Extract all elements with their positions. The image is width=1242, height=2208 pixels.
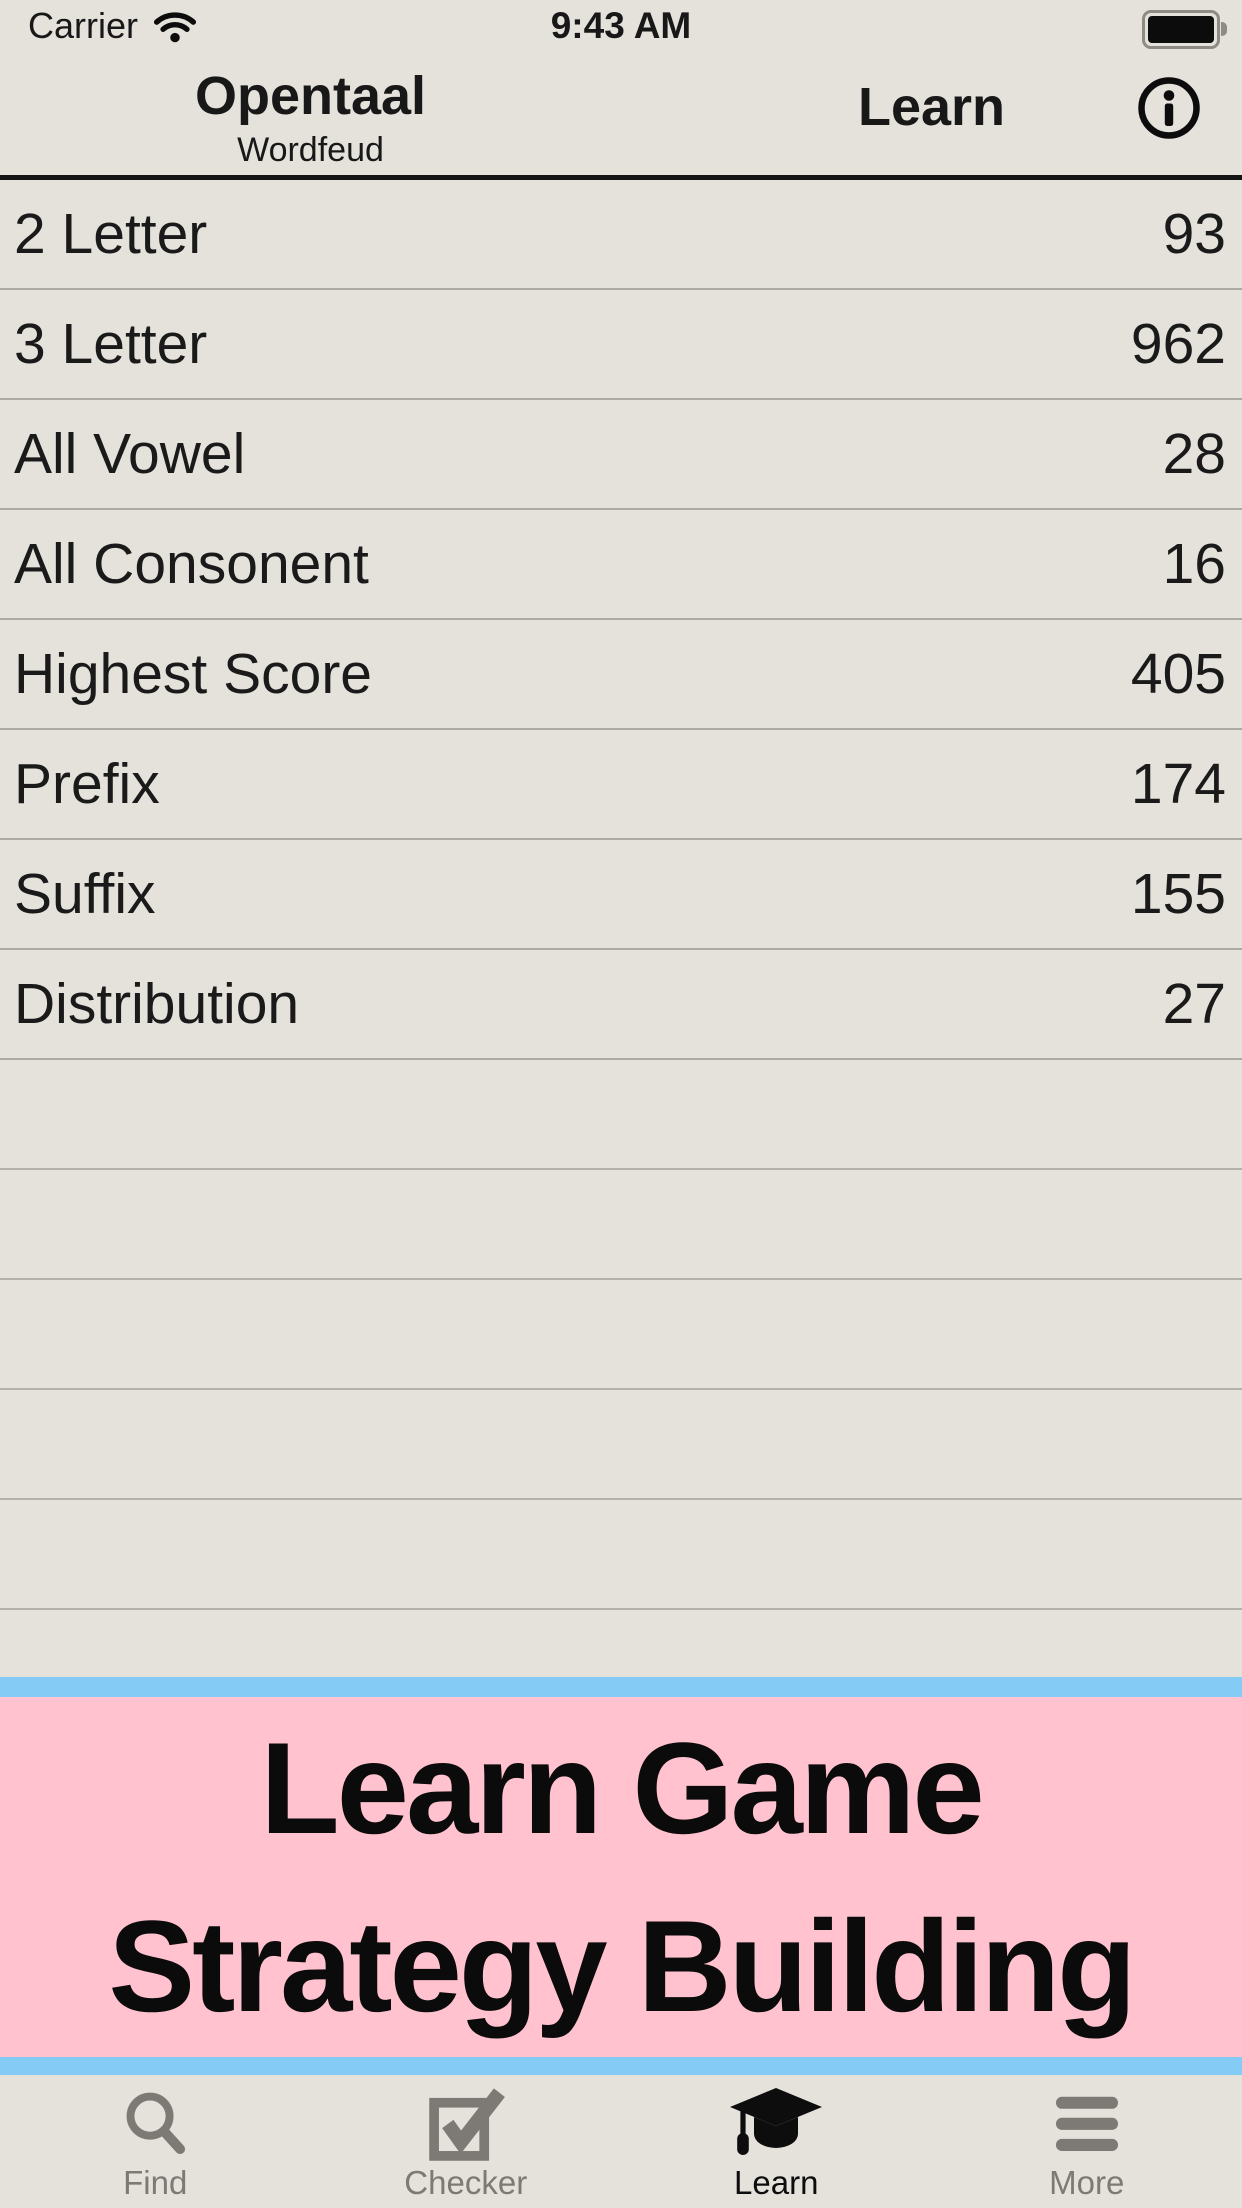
info-button[interactable]	[1136, 75, 1202, 141]
empty-row	[0, 1390, 1242, 1500]
graduation-cap-icon	[726, 2088, 826, 2160]
row-label: Distribution	[14, 972, 300, 1036]
tab-label: Learn	[734, 2164, 819, 2201]
empty-row	[0, 1280, 1242, 1390]
tab-label: Checker	[404, 2164, 528, 2201]
banner-line1: Learn Game	[260, 1715, 984, 1861]
tab-learn[interactable]: Learn	[621, 2075, 932, 2208]
list-item[interactable]: Suffix 155	[0, 840, 1242, 950]
magnifier-icon	[120, 2088, 190, 2160]
tab-label: More	[1049, 2164, 1125, 2201]
empty-row	[0, 1500, 1242, 1610]
tab-more[interactable]: More	[932, 2075, 1242, 2208]
status-bar-left: Carrier	[28, 0, 198, 52]
list-item[interactable]: Highest Score 405	[0, 620, 1242, 730]
battery-full-icon	[1142, 10, 1227, 49]
empty-row	[0, 1060, 1242, 1170]
row-value: 174	[1130, 752, 1226, 816]
row-value: 27	[1162, 972, 1226, 1036]
banner-line2: Strategy Building	[108, 1893, 1136, 2039]
row-label: Highest Score	[14, 642, 373, 706]
status-bar: Carrier 9:43 AM	[0, 0, 1242, 52]
app-title: Opentaal	[194, 66, 427, 126]
list-item[interactable]: Distribution 27	[0, 950, 1242, 1060]
info-icon	[1138, 77, 1200, 139]
row-value: 962	[1130, 312, 1226, 376]
ad-banner[interactable]: Learn Game Strategy Building	[0, 1677, 1242, 2075]
list-item[interactable]: 2 Letter 93	[0, 180, 1242, 290]
tab-label: Find	[123, 2164, 188, 2201]
page-title: Learn	[857, 77, 1006, 137]
tab-find[interactable]: Find	[0, 2075, 311, 2208]
tab-checker[interactable]: Checker	[311, 2075, 622, 2208]
row-value: 16	[1162, 532, 1226, 596]
row-label: 3 Letter	[14, 312, 208, 376]
row-value: 28	[1162, 422, 1226, 486]
wifi-icon	[153, 12, 197, 43]
nav-header: Opentaal Wordfeud Learn	[0, 52, 1242, 180]
list-item[interactable]: All Vowel 28	[0, 400, 1242, 510]
row-value: 155	[1130, 862, 1226, 926]
checkbox-check-icon	[425, 2088, 507, 2161]
list-item[interactable]: All Consonent 16	[0, 510, 1242, 620]
list-item[interactable]: Prefix 174	[0, 730, 1242, 840]
empty-row	[0, 1170, 1242, 1280]
row-label: Prefix	[14, 752, 160, 816]
app-subtitle: Wordfeud	[237, 131, 384, 169]
tab-bar: Find Checker Learn	[0, 2075, 1242, 2208]
row-value: 405	[1130, 642, 1226, 706]
carrier-label: Carrier	[28, 5, 139, 46]
row-label: All Vowel	[14, 422, 246, 486]
menu-bars-icon	[1049, 2088, 1125, 2160]
clock: 9:43 AM	[550, 5, 692, 46]
row-label: 2 Letter	[14, 202, 208, 266]
status-bar-right	[1142, 10, 1227, 49]
row-value: 93	[1162, 202, 1226, 266]
list-item[interactable]: 3 Letter 962	[0, 290, 1242, 400]
dictionary-block: Opentaal Wordfeud	[0, 66, 621, 172]
learn-topics-list: 2 Letter 93 3 Letter 962 All Vowel 28 Al…	[0, 180, 1242, 1610]
row-label: All Consonent	[14, 532, 369, 596]
row-label: Suffix	[14, 862, 156, 926]
